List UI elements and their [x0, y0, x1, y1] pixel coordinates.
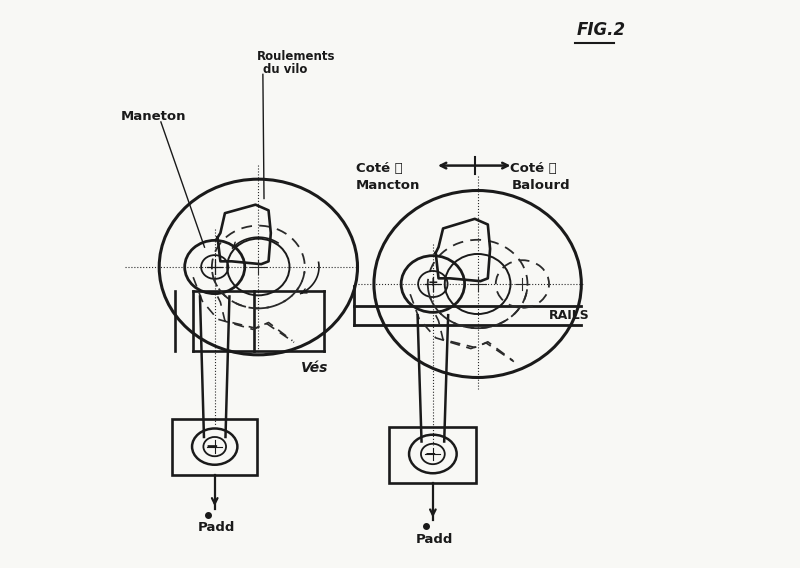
Text: Mancton: Mancton	[356, 179, 420, 192]
Text: Roulements: Roulements	[258, 50, 336, 63]
Text: FIG.2: FIG.2	[577, 20, 626, 39]
Text: Coté Ⓐ: Coté Ⓐ	[510, 162, 558, 175]
Text: −: −	[425, 446, 437, 461]
Text: Coté Ⓑ: Coté Ⓑ	[356, 162, 402, 175]
Text: +: +	[427, 277, 438, 289]
Text: Padd: Padd	[198, 521, 235, 534]
Text: du vilo: du vilo	[263, 63, 307, 76]
Text: Balourd: Balourd	[512, 179, 571, 192]
Text: Maneton: Maneton	[122, 110, 186, 123]
Text: −: −	[206, 438, 218, 454]
Text: Vés: Vés	[301, 361, 328, 375]
Text: RAILS: RAILS	[549, 308, 590, 321]
Text: Padd: Padd	[416, 533, 454, 546]
